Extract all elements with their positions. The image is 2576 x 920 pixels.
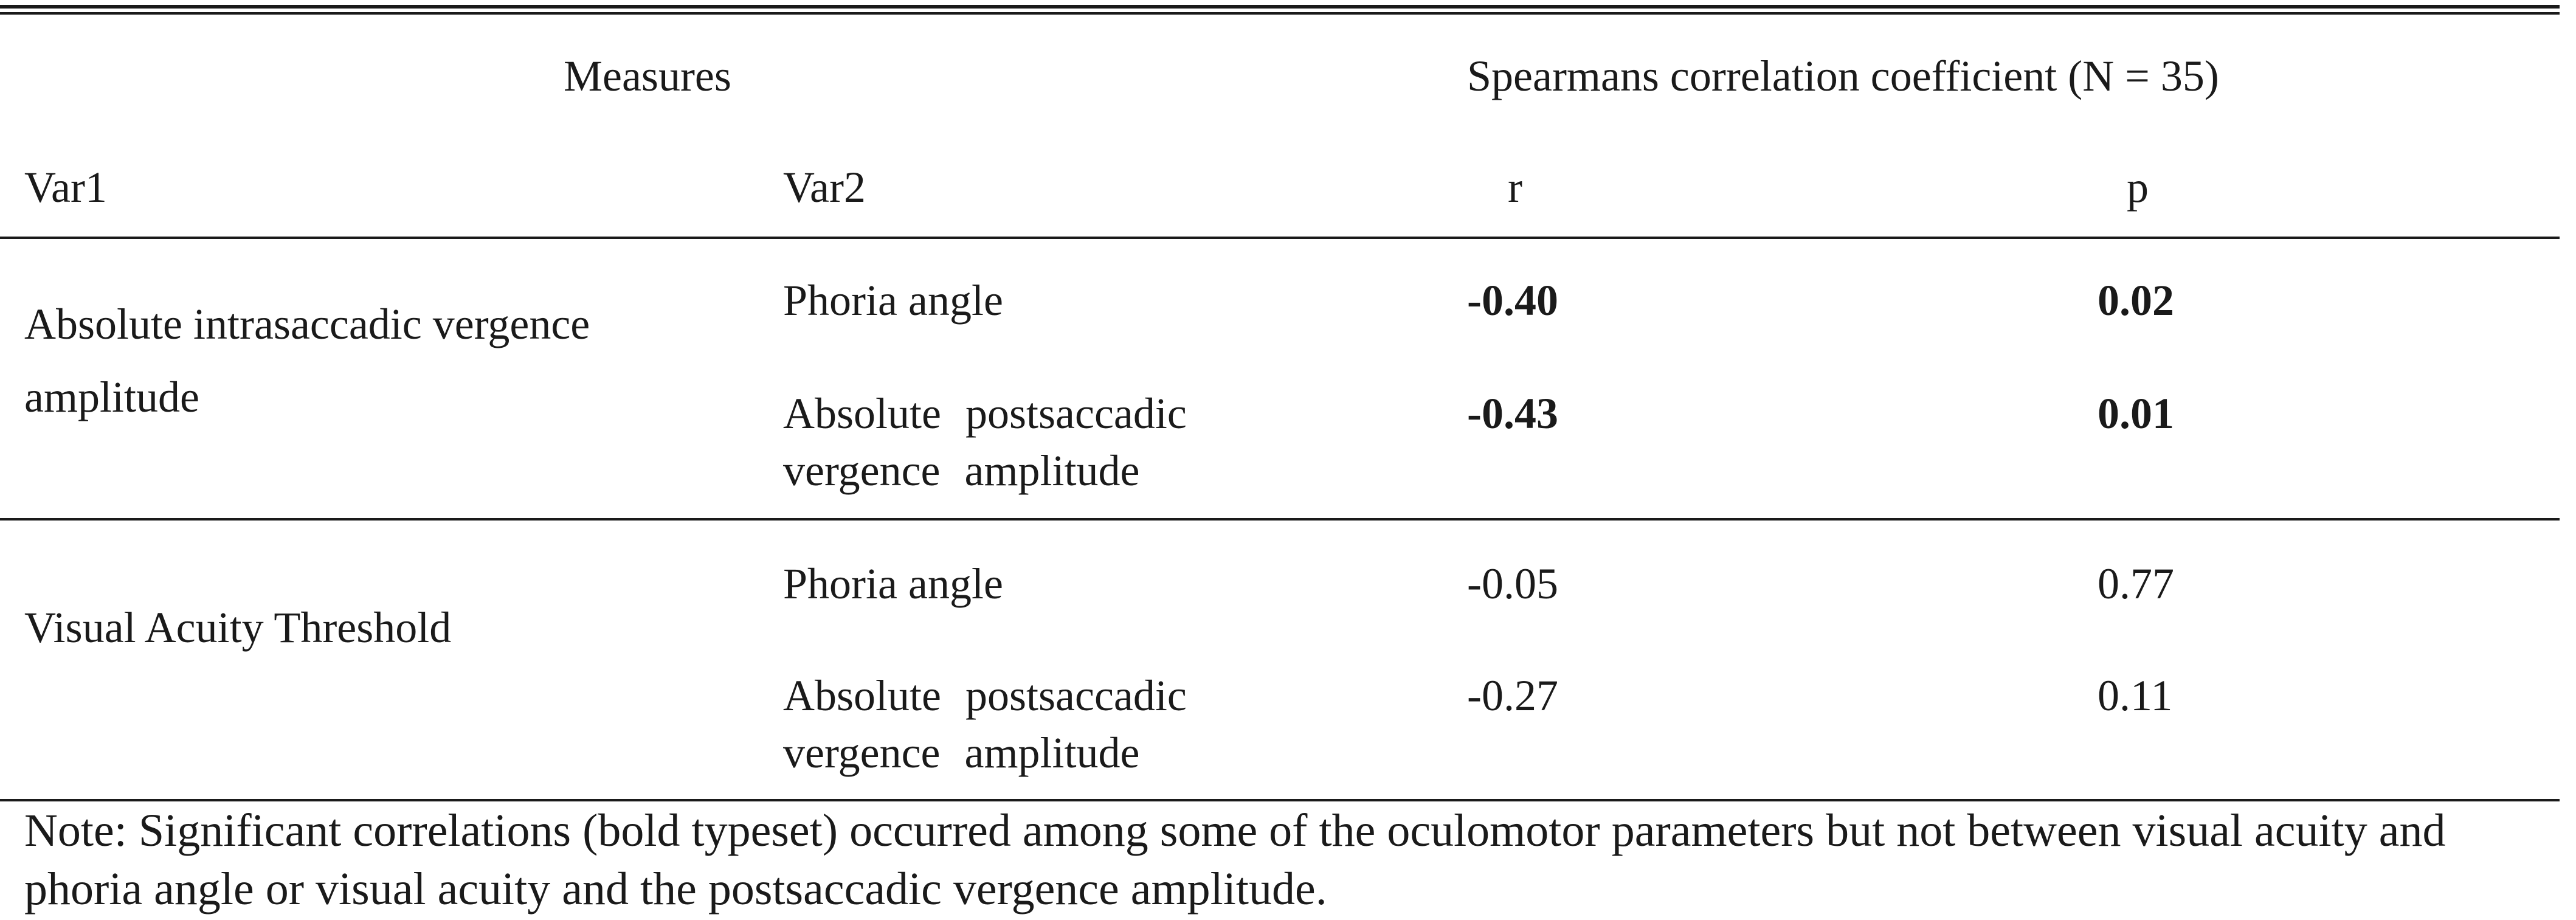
group-1-row-1-r: -0.40 [1467, 276, 1558, 325]
header-measures: Measures [564, 52, 731, 100]
group-1-row-2-r: -0.43 [1467, 389, 1558, 438]
group-1-row-1-p: 0.02 [2098, 276, 2174, 325]
top-rule-thick [0, 5, 2560, 9]
column-header-var2: Var2 [783, 163, 866, 212]
group-2-row-2-r: -0.27 [1467, 671, 1558, 720]
header-rule [0, 237, 2560, 239]
group-2-row-1-p: 0.77 [2098, 559, 2174, 608]
group-1-row-2-var2: Absolute postsaccadic vergence amplitude [783, 389, 1187, 495]
group-2-row-2-var2: Absolute postsaccadic vergence amplitude [783, 671, 1187, 777]
header-spearman: Spearmans correlation coefficient (N = 3… [1467, 52, 2219, 100]
group-1-var1: Absolute intrasaccadic vergence amplitud… [24, 300, 590, 421]
group-2-var1: Visual Acuity Threshold [24, 603, 452, 652]
bottom-rule [0, 799, 2560, 801]
group-1-row-1-var2: Phoria angle [783, 276, 1003, 325]
group-2-row-1-r: -0.05 [1467, 559, 1558, 608]
table-note: Note: Significant correlations (bold typ… [24, 805, 2446, 915]
group-separator-rule [0, 518, 2560, 521]
group-2-row-1-var2: Phoria angle [783, 559, 1003, 608]
column-header-var1: Var1 [24, 163, 107, 212]
column-header-p: p [2127, 163, 2149, 212]
column-header-r: r [1508, 163, 1522, 212]
top-rule-thin [0, 12, 2560, 15]
group-2-row-2-p: 0.11 [2098, 671, 2173, 720]
group-1-row-2-p: 0.01 [2098, 389, 2174, 438]
